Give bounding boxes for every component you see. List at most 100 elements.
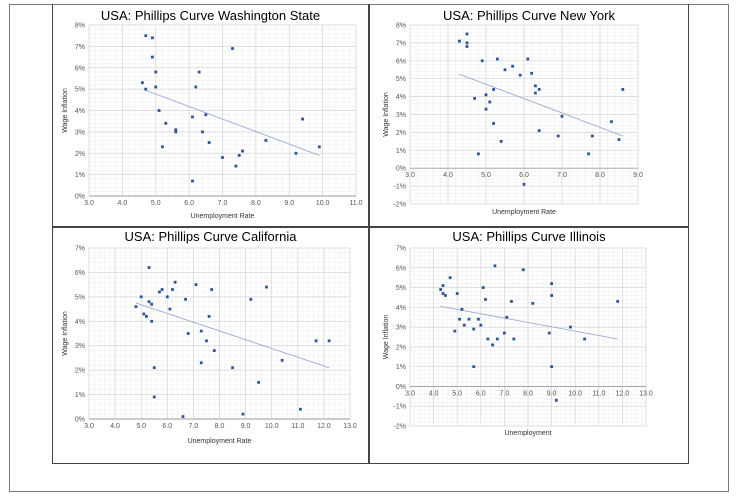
data-point [249,297,253,301]
data-point [317,145,321,149]
data-point [184,297,187,301]
data-point [165,295,169,299]
data-point [280,358,284,362]
data-point [241,412,245,416]
x-tick-label: 9.0 [633,172,643,179]
y-tick-label: 0% [396,384,406,391]
x-tick-label: 10.0 [316,200,330,207]
y-tick-label: -1% [394,404,406,411]
y-tick-label: -2% [394,424,406,431]
data-point [134,305,138,309]
data-point [201,130,204,134]
y-tick-label: 6% [75,270,85,277]
data-point [455,292,459,295]
data-point [503,68,507,72]
data-point [484,107,488,111]
data-point [550,282,553,285]
data-point [491,343,494,347]
y-tick-label: 0% [396,166,406,173]
data-point [197,70,201,74]
x-tick-label: 3.0 [405,390,415,397]
data-point [171,288,174,291]
data-point [186,332,190,335]
data-point [610,120,613,124]
data-point [458,39,461,43]
data-point [477,317,480,321]
chart-title: USA: Phillips Curve Illinois [452,229,606,244]
data-point [481,286,485,289]
data-point [554,398,558,402]
data-point [480,59,484,63]
data-point [174,128,178,132]
data-point [550,365,553,369]
data-point [194,283,198,287]
data-point [512,337,516,341]
x-tick-label: 7.0 [500,390,510,397]
trendline [135,302,330,369]
data-point [205,339,208,343]
x-tick-label: 6.0 [519,172,529,179]
x-tick-label: 5.0 [151,200,161,207]
y-tick-label: 0% [75,194,85,201]
y-tick-label: 7% [396,246,406,253]
y-tick-label: 2% [75,368,85,375]
chart-title: USA: Phillips Curve New York [443,8,615,23]
x-tick-label: 4.0 [110,423,120,430]
y-tick-label: 5% [396,76,406,83]
data-point [150,319,154,323]
y-tick-label: 8% [75,23,85,30]
x-tick-label: 3.0 [84,423,94,430]
data-point [173,280,177,284]
data-point [212,349,216,352]
left-border [52,4,53,464]
x-tick-label: 4.0 [443,172,453,179]
data-point [550,294,553,297]
data-point [511,64,514,68]
y-tick-label: 1% [396,148,406,155]
data-point [617,138,621,141]
data-point [150,302,154,306]
data-point [142,312,146,316]
data-point [547,331,551,335]
data-point [465,41,469,45]
data-point [152,366,156,370]
trendline [459,73,623,137]
vertical-divider [368,4,370,464]
data-point [477,152,480,156]
data-point [521,268,525,272]
y-tick-label: 3% [75,343,85,350]
x-tick-label: 6.0 [162,423,172,430]
data-point [221,156,224,159]
y-tick-label: 4% [75,108,85,115]
data-point [569,325,572,329]
y-axis-label: Wage Inflation [383,315,390,360]
data-point [484,93,488,97]
data-point [488,100,492,104]
data-point [199,361,203,365]
data-point [522,182,526,186]
chart-svg: USA: Phillips Curve Illinois 3.0 4.0 5.0 6.0… [383,229,653,437]
data-point [147,300,151,304]
y-axis-label: Wage Inflation [62,311,69,356]
x-tick-label: 5.0 [136,423,146,430]
data-point [314,339,318,343]
data-point [152,395,156,399]
data-point [583,337,587,341]
data-point [207,315,211,318]
x-tick-label: 8.0 [523,390,533,397]
y-tick-label: 7% [396,40,406,47]
data-point [505,315,509,319]
data-point [472,365,476,369]
data-point [145,315,148,318]
y-tick-label: 7% [75,246,85,253]
y-tick-label: 6% [396,265,406,272]
data-point [526,57,530,61]
data-point [151,36,154,40]
data-point [294,151,298,155]
data-point [301,117,304,121]
data-point [441,292,445,295]
x-tick-label: 4.0 [118,200,128,207]
x-tick-label: 5.0 [481,172,491,179]
data-point [158,290,161,294]
data-point [237,153,241,157]
